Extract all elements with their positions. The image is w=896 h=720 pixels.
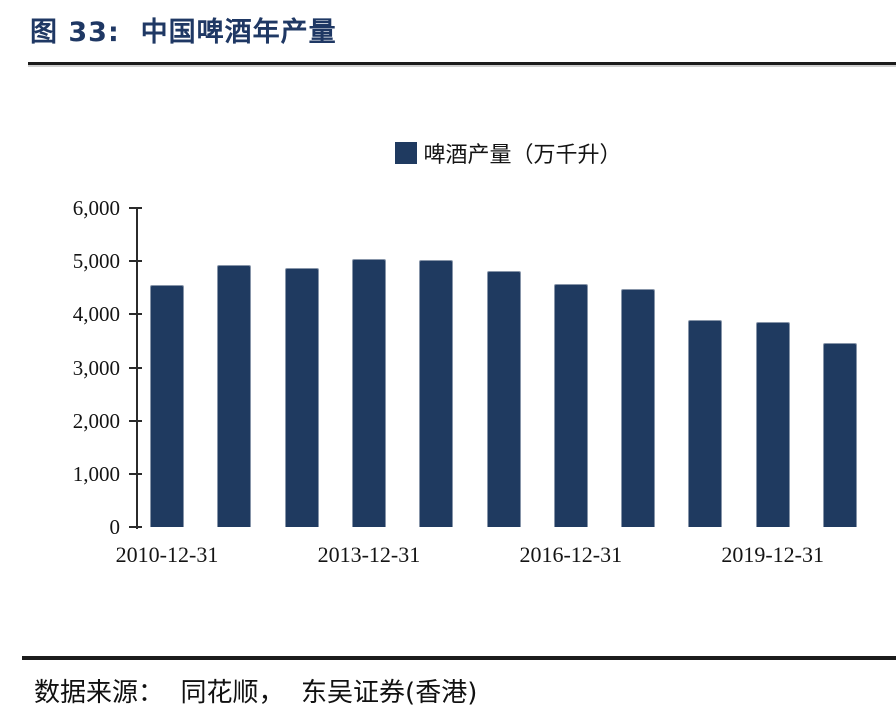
title-divider-rule xyxy=(28,62,896,65)
y-axis-tick-label: 1,000 xyxy=(72,461,120,486)
y-axis-tick xyxy=(129,260,142,263)
bar xyxy=(284,268,319,527)
chart-legend: 啤酒产量（万千升） xyxy=(137,141,880,168)
data-source-text: 数据来源： 同花顺， 东吴证券(香港) xyxy=(34,678,478,708)
y-axis-tick-label: 4,000 xyxy=(72,302,120,327)
bar xyxy=(150,285,184,527)
bar xyxy=(419,259,454,527)
footer-divider-rule xyxy=(22,656,896,660)
y-axis-tick-label: 3,000 xyxy=(72,355,120,380)
legend-swatch-icon xyxy=(395,142,418,164)
x-axis-tick-label: 2019-12-31 xyxy=(721,542,825,567)
y-axis-line xyxy=(136,208,138,529)
bar xyxy=(351,258,386,527)
bar xyxy=(755,321,790,527)
y-axis-tick xyxy=(129,313,142,316)
bar xyxy=(217,265,252,527)
y-axis-tick xyxy=(129,207,142,209)
figure-title: 图 33: 中国啤酒年产量 xyxy=(30,17,337,48)
y-axis-tick-label: 2,000 xyxy=(72,408,120,433)
bar xyxy=(823,343,857,527)
bar xyxy=(688,320,723,527)
legend-label: 啤酒产量（万千升） xyxy=(423,143,622,168)
bar xyxy=(553,284,588,527)
bar-chart-plot-area: 0 1,000 2,000 3,000 4,000 5,000 6,000 2010-12-3… xyxy=(73,196,880,567)
y-axis-tick-label: 0 xyxy=(109,515,121,539)
bar xyxy=(621,288,656,527)
y-axis-tick xyxy=(129,472,142,475)
x-axis-tick-label: 2016-12-31 xyxy=(519,542,623,567)
y-axis-tick xyxy=(129,366,142,369)
y-axis-tick xyxy=(129,526,142,528)
y-axis-tick-label: 6,000 xyxy=(72,196,120,220)
x-axis-tick-label: 2010-12-31 xyxy=(115,542,219,567)
bar xyxy=(486,271,521,527)
x-axis-tick-label: 2013-12-31 xyxy=(317,542,421,567)
y-axis-tick-label: 5,000 xyxy=(72,249,120,274)
y-axis-tick xyxy=(129,419,142,422)
